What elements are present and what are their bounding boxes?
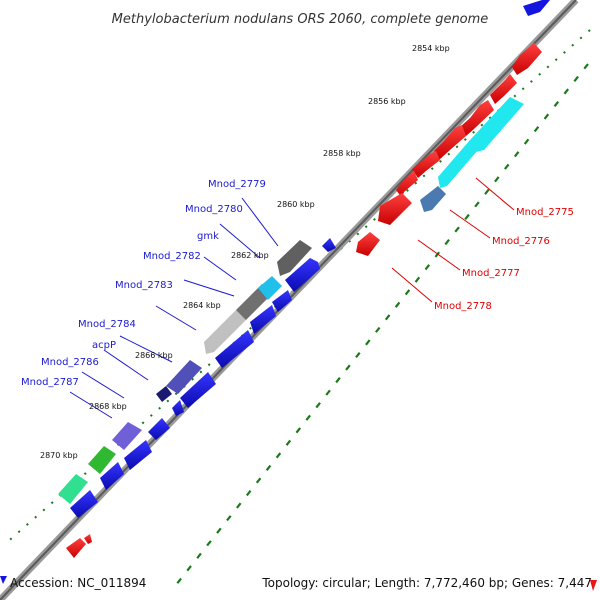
genome-summary-text: Topology: circular; Length: 7,772,460 bp… (261, 576, 592, 590)
reverse-cds-feature (460, 100, 494, 136)
forward-cds-feature-mint (58, 474, 88, 504)
gene-label: Mnod_2782 (143, 251, 201, 262)
forward-cds-feature (272, 290, 292, 312)
gene-label: acpP (92, 340, 116, 351)
reverse-cds-feature (396, 171, 418, 198)
top-blue-feature (523, 0, 550, 16)
forward-cds-feature (285, 258, 320, 292)
forward-cds-feature (322, 238, 336, 252)
bp-label: 2858 kbp (323, 149, 361, 158)
forward-cds-feature-purple (112, 422, 142, 450)
gene-label: Mnod_2787 (21, 377, 79, 388)
map-title: Methylobacterium nodulans ORS 2060, comp… (112, 12, 489, 27)
forward-cds-feature-lightgray (204, 310, 246, 354)
reverse-cds-feature-cyan (470, 97, 524, 152)
reverse-cds-feature (412, 151, 440, 178)
bp-label: 2868 kbp (89, 402, 127, 411)
forward-cds-feature (100, 462, 124, 490)
blue-triangle-icon (0, 576, 7, 584)
gene-label: Mnod_2779 (208, 179, 266, 190)
gene-label: Mnod_2780 (185, 204, 243, 215)
bp-label: 2866 kbp (135, 351, 173, 360)
forward-cds-feature (70, 490, 98, 518)
forward-cds-feature-purple (166, 360, 202, 394)
forward-cds-feature (250, 305, 276, 334)
gene-label: Mnod_2786 (41, 357, 99, 368)
gene-label: gmk (197, 231, 219, 242)
bp-label: 2870 kbp (40, 451, 78, 460)
reverse-cds-feature (66, 538, 86, 558)
bp-label: 2856 kbp (368, 97, 406, 106)
gene-label: Mnod_2777 (462, 268, 520, 279)
accession-text: Accession: NC_011894 (10, 576, 146, 590)
forward-cds-feature (148, 418, 170, 440)
forward-cds-feature (215, 330, 254, 368)
reverse-cds-feature (356, 232, 380, 256)
forward-cds-feature-navy (156, 386, 172, 402)
forward-cds-feature (124, 440, 152, 470)
forward-cds-feature-cyan (258, 276, 282, 300)
forward-cds-feature-green (88, 446, 116, 474)
gene-label: Mnod_2775 (516, 207, 574, 218)
gene-label: Mnod_2783 (115, 280, 173, 291)
reverse-cds-feature (512, 43, 542, 75)
bp-label: 2854 kbp (412, 44, 450, 53)
forward-cds-feature (180, 372, 216, 408)
forward-cds-feature (172, 400, 184, 416)
reverse-cds-feature-steel (420, 186, 446, 212)
reverse-cds-feature-cyan (438, 140, 478, 188)
reverse-cds-feature (434, 125, 466, 160)
forward-cds-feature-gray (277, 240, 312, 276)
gene-label: Mnod_2778 (434, 301, 492, 312)
gene-label: Mnod_2784 (78, 319, 136, 330)
red-triangle-icon (590, 580, 597, 591)
gene-label: Mnod_2776 (492, 236, 550, 247)
bp-label: 2864 kbp (183, 301, 221, 310)
reverse-cds-feature (490, 74, 517, 104)
reverse-cds-feature (378, 193, 412, 225)
bp-label: 2860 kbp (277, 200, 315, 209)
bp-label: 2862 kbp (231, 251, 269, 260)
leader-lines (69, 177, 515, 419)
reverse-cds-feature (84, 534, 92, 544)
